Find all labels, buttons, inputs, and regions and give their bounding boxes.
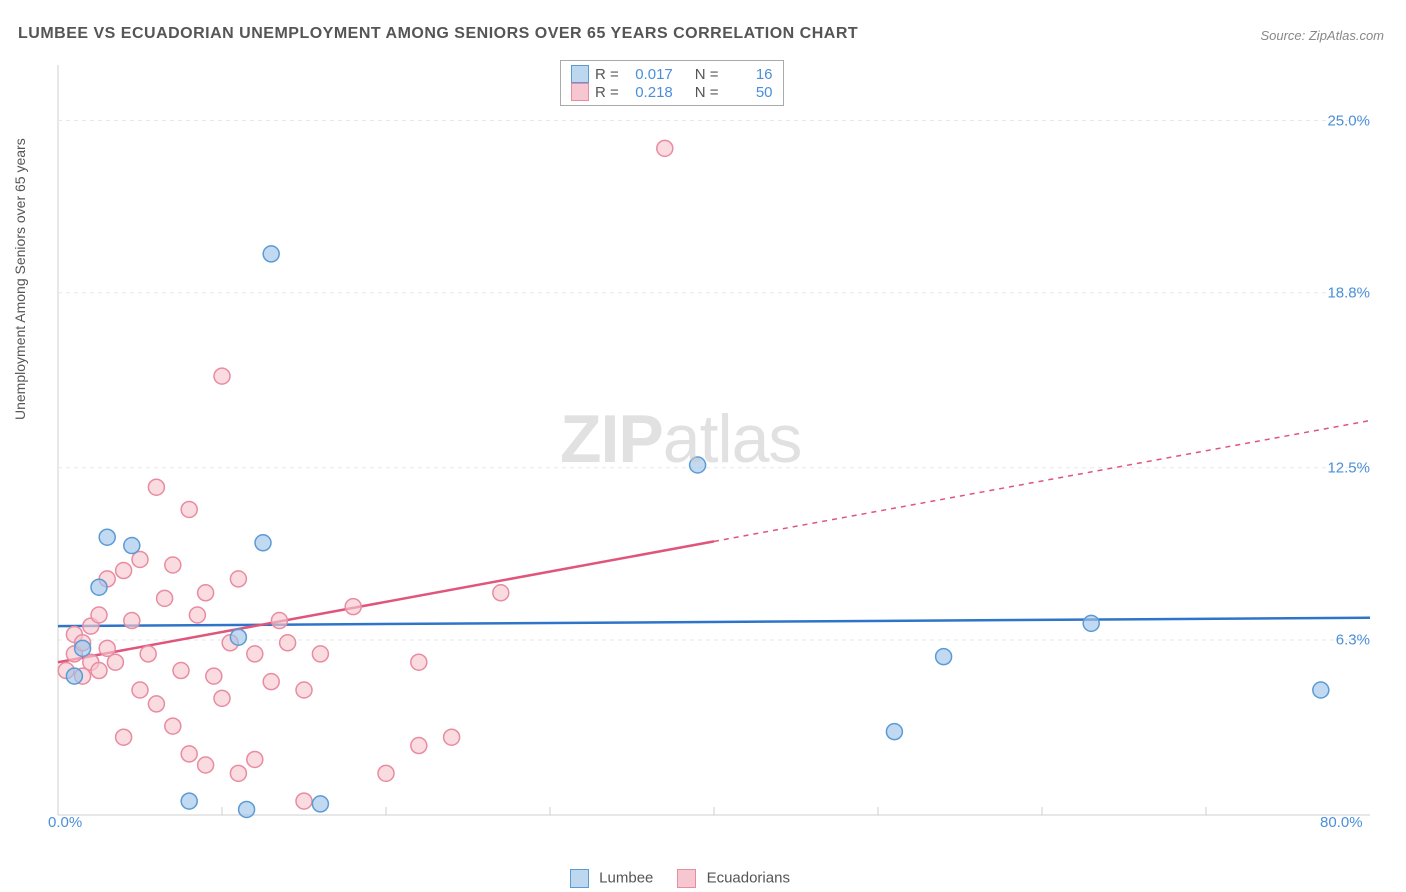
lumbee-label: Lumbee [599,869,653,886]
y-tick-label: 25.0% [1327,112,1370,129]
correlation-legend: R = 0.017 N = 16 R = 0.218 N = 50 [560,60,784,106]
series-legend: Lumbee Ecuadorians [570,869,790,888]
ecuadorians-r-value: 0.218 [625,84,673,101]
r-label: R = [595,66,619,83]
ecuadorians-swatch-icon [571,83,589,101]
y-axis-label: Unemployment Among Seniors over 65 years [12,138,28,420]
x-tick-label: 0.0% [48,814,82,831]
y-tick-label: 12.5% [1327,459,1370,476]
lumbee-n-value: 16 [725,66,773,83]
scatter-plot-svg [48,55,1380,835]
legend-row-ecuadorians: R = 0.218 N = 50 [571,83,773,101]
chart-area: 6.3% 12.5% 18.8% 25.0% 0.0% 80.0% [48,55,1380,835]
ecuadorians-swatch-icon [677,869,696,888]
chart-title: LUMBEE VS ECUADORIAN UNEMPLOYMENT AMONG … [18,25,858,43]
lumbee-swatch-icon [570,869,589,888]
y-tick-label: 6.3% [1336,632,1370,649]
n-label: N = [695,66,719,83]
source-attribution: Source: ZipAtlas.com [1260,28,1384,43]
ecuadorians-label: Ecuadorians [707,869,790,886]
n-label: N = [695,84,719,101]
lumbee-swatch-icon [571,65,589,83]
r-label: R = [595,84,619,101]
x-tick-label: 80.0% [1320,814,1363,831]
legend-item-lumbee: Lumbee [570,869,653,888]
legend-item-ecuadorians: Ecuadorians [677,869,790,888]
ecuadorians-n-value: 50 [725,84,773,101]
legend-row-lumbee: R = 0.017 N = 16 [571,65,773,83]
lumbee-r-value: 0.017 [625,66,673,83]
y-tick-label: 18.8% [1327,284,1370,301]
